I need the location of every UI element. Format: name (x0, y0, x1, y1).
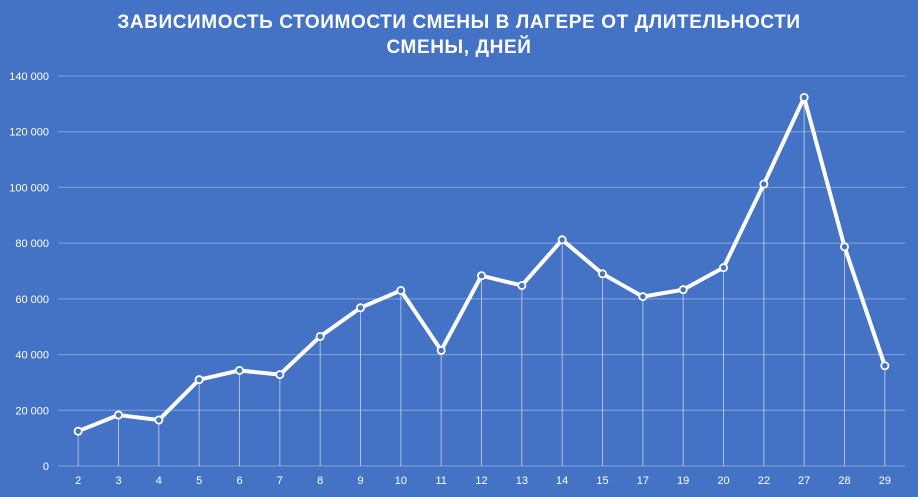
x-tick-label: 7 (277, 475, 283, 487)
x-tick-label: 29 (879, 475, 891, 487)
y-tick-label: 80 000 (15, 238, 49, 250)
data-point (880, 361, 890, 371)
x-tick-label: 15 (596, 475, 608, 487)
x-tick-label: 11 (435, 475, 446, 487)
x-tick-label: 19 (677, 475, 689, 487)
data-point (73, 426, 83, 436)
x-tick-label: 28 (838, 475, 850, 487)
data-point (557, 235, 567, 245)
data-point (436, 345, 446, 355)
data-point (194, 375, 204, 385)
data-point (396, 285, 406, 295)
x-tick-label: 22 (758, 475, 770, 487)
chart-title-line-2: СМЕНЫ, ДНЕЙ (386, 37, 532, 58)
x-axis-ticks: 2 3 4 5 6 7 8 9 10 11 12 13 14 15 17 19 20 22 27 28 29 (75, 475, 891, 487)
data-point (840, 242, 850, 252)
y-tick-label: 120 000 (9, 127, 49, 139)
chart-title-line-1: ЗАВИСИМОСТЬ СТОИМОСТИ СМЕНЫ В ЛАГЕРЕ ОТ … (117, 12, 801, 33)
data-point (759, 179, 769, 189)
data-points (73, 92, 890, 436)
y-tick-label: 0 (43, 461, 49, 473)
y-axis-ticks: 0 20 000 40 000 60 000 80 000 100 000 120 000 1… (9, 71, 49, 473)
x-tick-label: 8 (317, 475, 323, 487)
x-tick-label: 14 (556, 475, 568, 487)
chart-title: ЗАВИСИМОСТЬ СТОИМОСТИ СМЕНЫ В ЛАГЕРЕ ОТ … (0, 10, 918, 60)
data-point (275, 370, 285, 380)
data-point (315, 331, 325, 341)
data-point (154, 415, 164, 425)
data-point (799, 92, 809, 102)
y-tick-label: 40 000 (15, 350, 49, 362)
data-point (517, 280, 527, 290)
y-tick-label: 100 000 (9, 182, 49, 194)
x-tick-label: 2 (75, 475, 81, 487)
x-tick-label: 20 (717, 475, 729, 487)
data-point (719, 263, 729, 273)
x-tick-label: 3 (115, 475, 121, 487)
data-point (355, 303, 365, 313)
x-tick-label: 17 (637, 475, 649, 487)
data-point (114, 410, 124, 420)
drop-lines (77, 97, 886, 466)
data-point (234, 365, 244, 375)
data-point (638, 292, 648, 302)
x-tick-label: 13 (516, 475, 528, 487)
x-tick-label: 10 (395, 475, 407, 487)
y-tick-label: 140 000 (9, 71, 49, 83)
x-tick-label: 6 (236, 475, 242, 487)
x-tick-label: 4 (156, 475, 162, 487)
y-tick-label: 20 000 (15, 405, 49, 417)
x-tick-label: 5 (196, 475, 202, 487)
x-tick-label: 12 (475, 475, 487, 487)
data-point (678, 285, 688, 295)
data-point (598, 269, 608, 279)
x-tick-label: 27 (798, 475, 810, 487)
y-tick-label: 60 000 (15, 294, 49, 306)
x-tick-label: 9 (357, 475, 363, 487)
data-point (476, 271, 486, 281)
